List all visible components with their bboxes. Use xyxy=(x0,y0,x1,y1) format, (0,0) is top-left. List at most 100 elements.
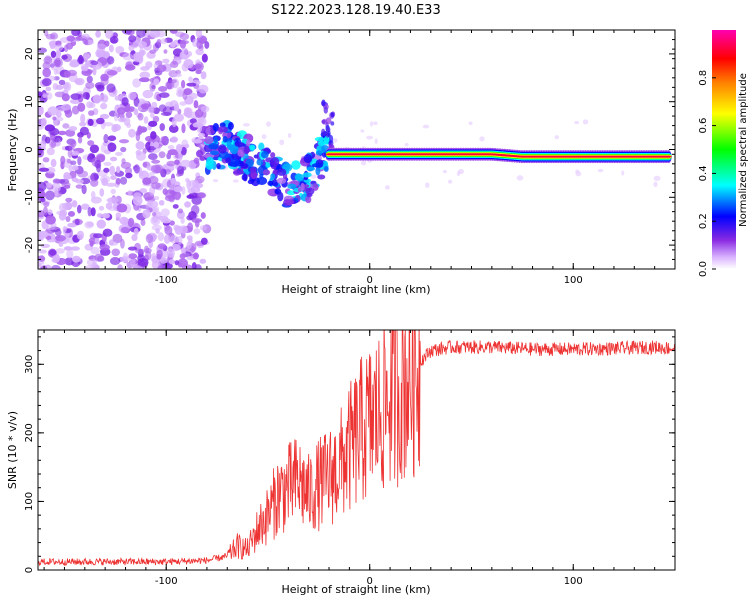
spectrogram-cell xyxy=(285,199,295,206)
spectrogram-cell xyxy=(217,144,227,154)
spectrogram-cell xyxy=(182,90,188,100)
spectrogram-cell xyxy=(314,136,325,142)
spectrogram-cell xyxy=(157,264,167,269)
spectrogram-cell xyxy=(160,218,172,224)
spectrogram-cell xyxy=(54,187,59,197)
figure-title: S122.2023.128.19.40.E33 xyxy=(271,3,440,18)
spectrogram-cell xyxy=(145,61,153,69)
spectrogram-cell xyxy=(63,174,72,180)
spectrogram-cell xyxy=(180,217,185,224)
spectrogram-cell xyxy=(327,130,331,138)
spectrogram-cell xyxy=(123,117,131,126)
spectrogram-cell xyxy=(158,151,166,159)
colorbar-tick-label: 0.2 xyxy=(698,213,709,229)
spectrogram-cell xyxy=(40,243,51,248)
spectrogram-cell xyxy=(192,179,199,188)
spectrogram-cell xyxy=(49,249,57,256)
spectrogram-cell xyxy=(256,158,263,166)
spectrogram-cell xyxy=(582,119,589,125)
spectrogram-cell xyxy=(276,177,287,184)
spectrogram-cell xyxy=(71,105,80,115)
spectrogram-cell xyxy=(54,44,64,52)
spectrogram-cell xyxy=(516,175,524,181)
spectrogram-cell xyxy=(137,125,143,135)
snr-ytick-label: 200 xyxy=(24,423,35,442)
spectrogram-cell xyxy=(226,140,232,148)
spectrogram-cell xyxy=(321,119,326,124)
spectrogram-xlabel: Height of straight line (km) xyxy=(281,283,430,296)
spectrogram-cell xyxy=(186,179,192,190)
spectrogram-cell xyxy=(109,257,121,266)
spectrogram-cell xyxy=(85,81,95,89)
spectrogram-cell xyxy=(404,143,409,147)
spectrogram-cell xyxy=(131,234,138,242)
spectrogram-cell xyxy=(374,138,378,145)
spectrogram-cell xyxy=(267,188,275,196)
spectrogram-cell xyxy=(151,211,157,217)
spectrogram-cell xyxy=(385,185,390,190)
spectrogram-cell xyxy=(84,264,96,269)
spectrogram-cell xyxy=(165,101,174,107)
spectrogram-cell xyxy=(198,84,209,94)
spectrogram-cell xyxy=(158,85,168,92)
spectrogram-cell xyxy=(193,100,199,109)
spectrogram-cell xyxy=(276,168,287,176)
spectrogram-cell xyxy=(153,141,160,148)
spectrogram-cell xyxy=(107,135,117,142)
spectrogram-cell xyxy=(100,143,107,153)
spectrogram-cell xyxy=(287,190,296,196)
spectrogram-cell xyxy=(321,99,326,107)
spectrogram-cell xyxy=(287,183,297,190)
spectrogram-cell xyxy=(92,94,102,104)
spectrogram-cell xyxy=(138,50,145,58)
spectrogram-cell xyxy=(63,70,71,78)
spectrogram-cell xyxy=(111,248,121,257)
spectrogram-cell xyxy=(234,142,246,147)
spectrogram-cell xyxy=(68,165,73,172)
spectrogram-cell xyxy=(143,116,149,124)
spectrogram-cell xyxy=(52,253,60,263)
spectrogram-cell xyxy=(94,159,102,169)
spectrogram-ylabel: Frequency (Hz) xyxy=(6,109,19,192)
spectrogram-cell xyxy=(162,188,168,195)
spectrogram-cell xyxy=(167,144,175,150)
spectrogram-cell xyxy=(127,246,138,251)
spectrogram-cell xyxy=(128,44,135,51)
spectrogram-cell xyxy=(199,225,208,231)
spectrogram-cell xyxy=(50,265,61,269)
spectrogram-cell xyxy=(121,97,129,106)
spectrogram-cell xyxy=(151,224,162,231)
spectrogram-cell xyxy=(192,252,199,260)
spectrogram-cell xyxy=(230,158,240,168)
spectrogram-cell xyxy=(67,148,73,158)
spectrogram-cell xyxy=(305,187,315,195)
spectrogram-cell xyxy=(369,121,374,127)
spectrogram-cell xyxy=(325,117,332,125)
spectrogram-cell xyxy=(127,190,132,196)
spectrogram-cell xyxy=(84,53,91,60)
spectrogram-cell xyxy=(160,38,168,45)
spectrogram-cell xyxy=(76,204,82,214)
spectrogram-cell xyxy=(67,211,76,217)
spectrogram-cell xyxy=(270,157,280,167)
colorbar-gradient xyxy=(712,30,736,269)
spectrogram-cell xyxy=(45,33,56,40)
spectrogram-cell xyxy=(90,60,99,66)
spectrogram-cell xyxy=(199,258,207,264)
spectrogram-cell xyxy=(373,121,378,126)
spectrogram-cell xyxy=(60,155,66,166)
spectrogram-cell xyxy=(198,37,206,45)
spectrogram-cell xyxy=(120,226,130,234)
spectrogram-cell xyxy=(45,190,55,201)
spectrogram-cell xyxy=(94,253,104,262)
spectrogram-cell xyxy=(67,222,77,228)
spectrogram-cell xyxy=(168,79,177,84)
spectrogram-cell xyxy=(52,83,59,91)
spectrogram-cell xyxy=(106,83,116,93)
spectrogram-cell xyxy=(178,151,183,162)
spectrogram-cell xyxy=(204,41,210,49)
spectrogram-cell xyxy=(212,178,219,183)
colorbar-ticks: 0.0 0.2 0.4 0.6 0.8 xyxy=(698,70,716,277)
spectrogram-cell xyxy=(200,71,207,80)
